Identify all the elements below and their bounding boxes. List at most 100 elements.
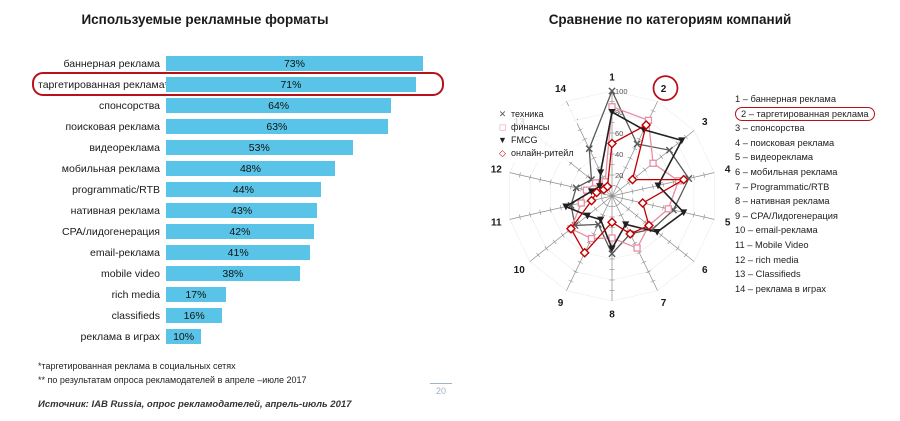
bar-label: programmatic/RTB [72,183,160,196]
x-marker-icon: ✕ [498,109,507,119]
format-list: 1 – баннерная реклама 2 – таргетированная… [735,92,875,296]
format-list-item: 1 – баннерная реклама [735,92,875,107]
format-list-item: 2 – таргетированная реклама [735,106,875,122]
radar-tick [632,241,638,245]
footnotes: *таргетированная реклама в социальных се… [38,359,452,387]
format-list-item: 7 – Programmatic/RTB [735,180,875,195]
bar: 64% [166,98,392,113]
radar-tick [577,128,583,132]
radar-tick [585,174,590,179]
bar-chart-panel: Используемые рекламные форматы баннерная… [32,12,452,410]
radar-tick [631,188,634,194]
radar-axis-number: 10 [514,265,526,276]
radar-tick [600,175,606,179]
radar-tick [601,200,606,205]
bar-row: реклама в играх 10% [38,326,430,347]
radar-axis-number: 5 [725,217,731,228]
radar-tick [659,233,664,238]
bar-row: programmatic/RTB 44% [38,179,430,200]
bar-label: CPA/лидогенерация [61,225,160,238]
format-list-item: 5 – видеореклама [735,150,875,165]
triangle-marker-icon: ▼ [498,135,507,145]
radar-tick [544,246,549,251]
radar-axis-number: 8 [609,310,615,321]
radar-axis-number: 1 [609,72,615,83]
radar-tick [652,202,654,208]
radar-tick [604,204,610,207]
format-list-item: 13 – Classifieds [735,267,875,282]
format-list-item-text: 5 – видеореклама [735,152,814,163]
radar-tick [600,195,603,201]
radar-tick [642,167,647,173]
format-list-item-text: 8 – нативная реклама [735,196,830,207]
radar-tick [570,184,572,190]
bar-row: CPA/лидогенерация 42% [38,221,430,242]
bar-row: mobile video 38% [38,263,430,284]
bar-label: нативная реклама [70,204,160,217]
format-list-item-text: 3 – спонсорства [735,123,805,134]
radar-axis-number: 9 [558,298,564,309]
radar-tick [552,239,557,245]
bar-track: 53% [166,140,430,155]
bar: 43% [166,203,318,218]
bar: 41% [166,245,311,260]
footnote-1: *таргетированная реклама в социальных се… [38,361,236,371]
bar-row: видеореклама 53% [38,137,430,158]
bar-track: 64% [166,98,430,113]
radar-axis-number: 7 [661,298,667,309]
bar: 63% [166,119,388,134]
footnote-2: ** по результатам опроса рекламодателей … [38,375,307,385]
radar-tick [518,172,521,178]
radar-axis-number: 6 [702,265,708,276]
radar-tick [650,279,656,283]
bar: 71% [166,77,416,92]
radar-tick [636,137,642,141]
legend-item: ✕ техника [496,108,574,121]
radar-tick [667,239,672,245]
radar-tick [600,213,606,217]
radar-scale-label: 80 [615,108,623,117]
format-list-item-text: 1 – баннерная реклама [735,94,836,104]
radar-tick [662,181,665,187]
format-list-item: 10 – email-реклама [735,223,875,238]
radar-axis-number: 2 [661,84,667,95]
format-list-item-text: 7 – Programmatic/RTB [735,181,830,192]
radar-tick [621,195,624,201]
format-list-item: 11 – Mobile Video [735,238,875,253]
bar-track: 41% [166,245,430,260]
radar-tick [659,154,664,159]
radar-tick [539,209,542,215]
radar-scale-label: 60 [615,129,623,138]
bar-row: email-реклама 41% [38,242,430,263]
bar-chart: баннерная реклама 73% таргетированная рекл… [32,53,444,347]
bar-track: 63% [166,119,430,134]
bar-label: видеореклама [89,141,160,154]
bar: 16% [166,308,223,323]
radar-tick [582,137,588,141]
radar-tick [518,214,521,220]
bar-track: 16% [166,308,430,323]
bar-track: 10% [166,329,430,344]
radar-tick [536,252,540,258]
page-number: 20 [430,383,452,396]
bar-value: 53% [248,141,270,154]
radar-tick [703,172,706,178]
bar: 48% [166,161,335,176]
radar-tick [618,175,624,179]
radar-tick [650,109,656,113]
bar-label: баннерная реклама [63,57,160,70]
bar-track: 42% [166,224,430,239]
radar-tick [636,251,642,255]
bar: 42% [166,224,314,239]
bar-chart-title: Используемые рекламные форматы [81,12,329,27]
radar-tick [693,212,695,218]
radar-tick [618,187,623,192]
radar-scale-label: 20 [615,171,623,180]
bar-label: поисковая реклама [65,120,160,133]
bar-track: 73% [166,56,430,71]
bar-label: mobile video [101,267,160,280]
radar-tick [529,174,531,180]
diamond-marker-icon: ◇ [499,148,506,158]
bar: 10% [166,329,202,344]
legend-label: FMCG [511,135,538,145]
